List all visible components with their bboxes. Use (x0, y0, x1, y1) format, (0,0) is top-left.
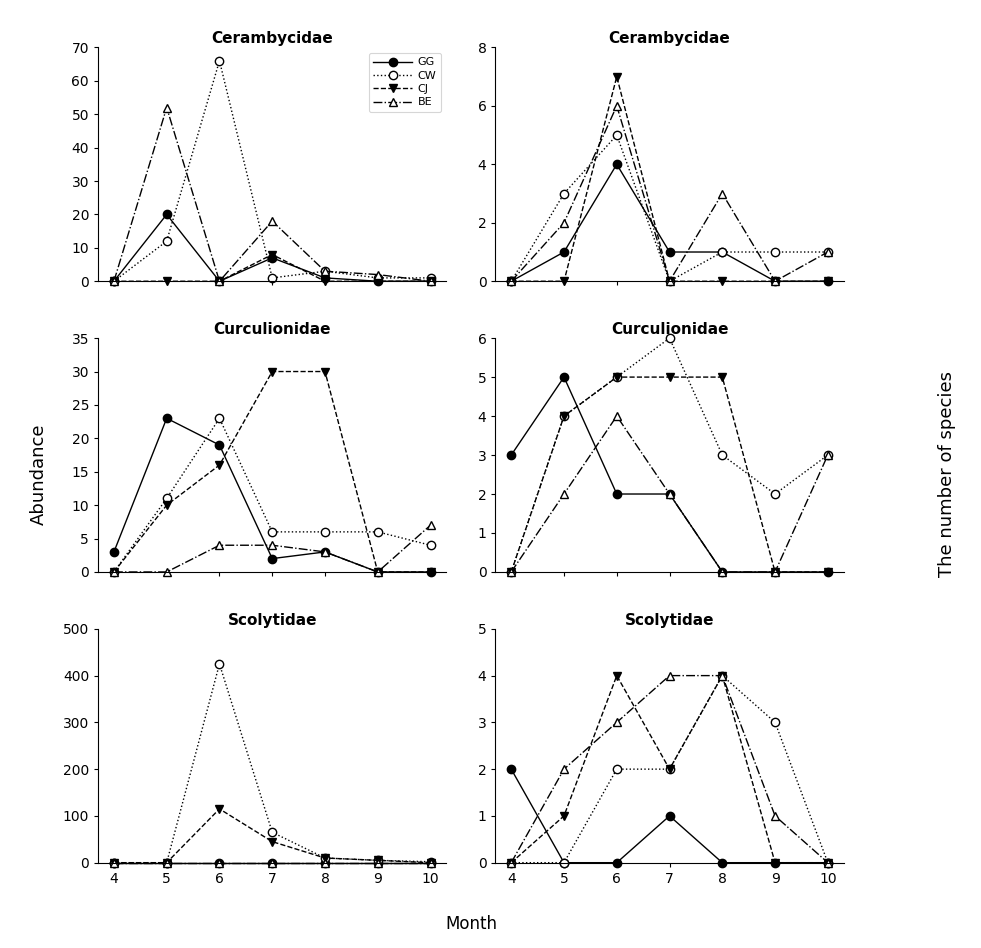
Title: Curculionidae: Curculionidae (214, 322, 331, 337)
Title: Scolytidae: Scolytidae (625, 612, 714, 628)
Text: Abundance: Abundance (29, 423, 47, 525)
Title: Cerambycidae: Cerambycidae (608, 31, 731, 46)
Title: Cerambycidae: Cerambycidae (211, 31, 334, 46)
Legend: GG, CW, CJ, BE: GG, CW, CJ, BE (369, 53, 440, 112)
Title: Curculionidae: Curculionidae (611, 322, 728, 337)
Title: Scolytidae: Scolytidae (228, 612, 317, 628)
Text: The number of species: The number of species (938, 371, 955, 577)
Text: Month: Month (444, 915, 497, 933)
